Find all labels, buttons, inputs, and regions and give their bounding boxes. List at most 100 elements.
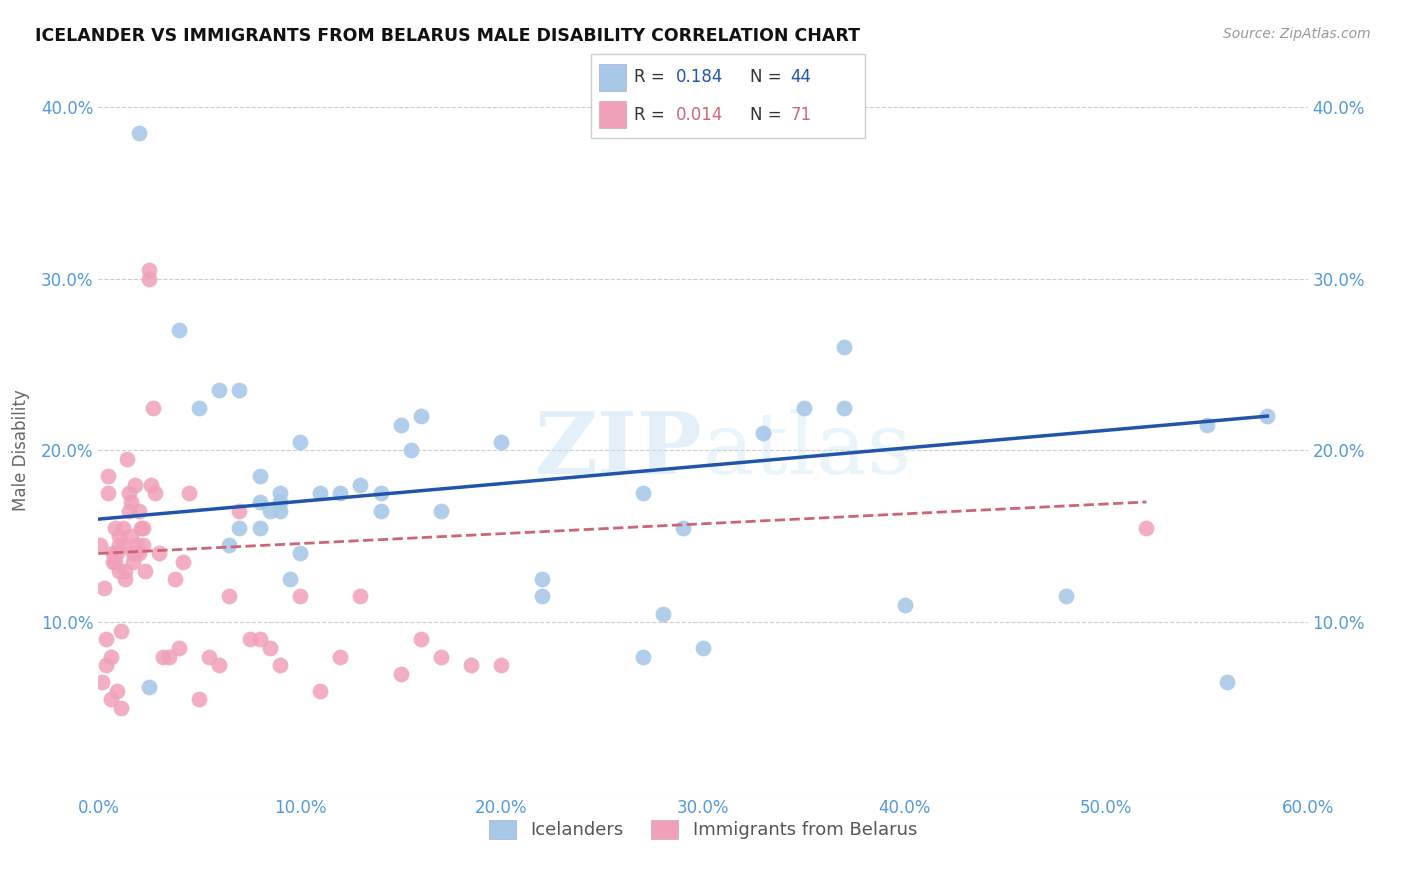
FancyBboxPatch shape xyxy=(591,54,865,138)
Point xyxy=(249,632,271,647)
Point xyxy=(128,503,150,517)
Text: 44: 44 xyxy=(790,69,811,87)
Point xyxy=(1216,675,1239,690)
Point xyxy=(143,486,166,500)
Point xyxy=(101,555,124,569)
Point xyxy=(97,486,120,500)
Point xyxy=(167,640,190,655)
Point xyxy=(128,546,150,561)
Point xyxy=(139,478,162,492)
Point xyxy=(208,658,231,673)
Point xyxy=(138,681,160,695)
Point xyxy=(120,529,142,543)
Point xyxy=(491,434,513,449)
Point xyxy=(118,503,141,517)
Point xyxy=(91,675,114,690)
Point xyxy=(100,692,122,706)
Point xyxy=(125,538,148,552)
Point xyxy=(239,632,262,647)
Point xyxy=(651,607,673,621)
Point xyxy=(1256,409,1278,423)
Point xyxy=(329,649,352,664)
Point xyxy=(672,521,695,535)
Point xyxy=(172,555,194,569)
Point xyxy=(138,263,160,277)
Point xyxy=(832,340,855,354)
Legend: Icelanders, Immigrants from Belarus: Icelanders, Immigrants from Belarus xyxy=(482,813,924,847)
Point xyxy=(129,521,152,535)
Point xyxy=(188,692,211,706)
Point xyxy=(249,495,271,509)
Point xyxy=(103,521,125,535)
Point xyxy=(349,590,371,604)
Point xyxy=(107,564,129,578)
Point xyxy=(96,632,118,647)
Point xyxy=(101,546,124,561)
Point xyxy=(309,683,332,698)
Point xyxy=(430,649,453,664)
Point xyxy=(124,478,146,492)
Point xyxy=(288,590,311,604)
Point xyxy=(460,658,482,673)
Point xyxy=(218,538,240,552)
Point xyxy=(208,384,231,398)
Text: 0.184: 0.184 xyxy=(675,69,723,87)
Point xyxy=(89,538,111,552)
Text: ZIP: ZIP xyxy=(536,409,703,492)
Point xyxy=(105,683,128,698)
Point xyxy=(105,546,128,561)
Point xyxy=(399,443,422,458)
Point xyxy=(198,649,221,664)
Point xyxy=(278,572,301,586)
Point xyxy=(389,666,412,681)
Text: R =: R = xyxy=(634,105,671,123)
Point xyxy=(389,417,412,432)
Point xyxy=(409,632,432,647)
Point xyxy=(111,538,134,552)
Point xyxy=(309,486,332,500)
Point xyxy=(121,546,143,561)
Point xyxy=(832,401,855,415)
Point xyxy=(100,649,122,664)
Point xyxy=(793,401,815,415)
Point xyxy=(692,640,714,655)
Point xyxy=(132,538,155,552)
Point xyxy=(370,486,392,500)
Point xyxy=(530,572,553,586)
Point xyxy=(142,401,165,415)
Point xyxy=(259,640,281,655)
Text: R =: R = xyxy=(634,69,671,87)
Point xyxy=(491,658,513,673)
Point xyxy=(249,521,271,535)
Point xyxy=(349,478,371,492)
Point xyxy=(167,323,190,337)
Point xyxy=(530,590,553,604)
Text: atlas: atlas xyxy=(703,409,912,492)
Point xyxy=(631,649,654,664)
Point xyxy=(269,658,291,673)
Text: N =: N = xyxy=(749,69,786,87)
Point xyxy=(134,564,156,578)
Bar xyxy=(599,63,626,91)
Point xyxy=(631,486,654,500)
Text: 71: 71 xyxy=(790,105,811,123)
Point xyxy=(110,624,132,638)
Point xyxy=(157,649,180,664)
Point xyxy=(121,555,143,569)
Point xyxy=(288,434,311,449)
Point xyxy=(96,658,118,673)
Point xyxy=(163,572,186,586)
Y-axis label: Male Disability: Male Disability xyxy=(11,390,30,511)
Point xyxy=(1195,417,1218,432)
Point xyxy=(115,452,138,467)
Point xyxy=(118,486,141,500)
Point xyxy=(409,409,432,423)
Point xyxy=(188,401,211,415)
Point xyxy=(288,546,311,561)
Point xyxy=(138,271,160,285)
Point xyxy=(152,649,174,664)
Point xyxy=(228,384,250,398)
Text: N =: N = xyxy=(749,105,786,123)
Point xyxy=(107,538,129,552)
Point xyxy=(249,469,271,483)
